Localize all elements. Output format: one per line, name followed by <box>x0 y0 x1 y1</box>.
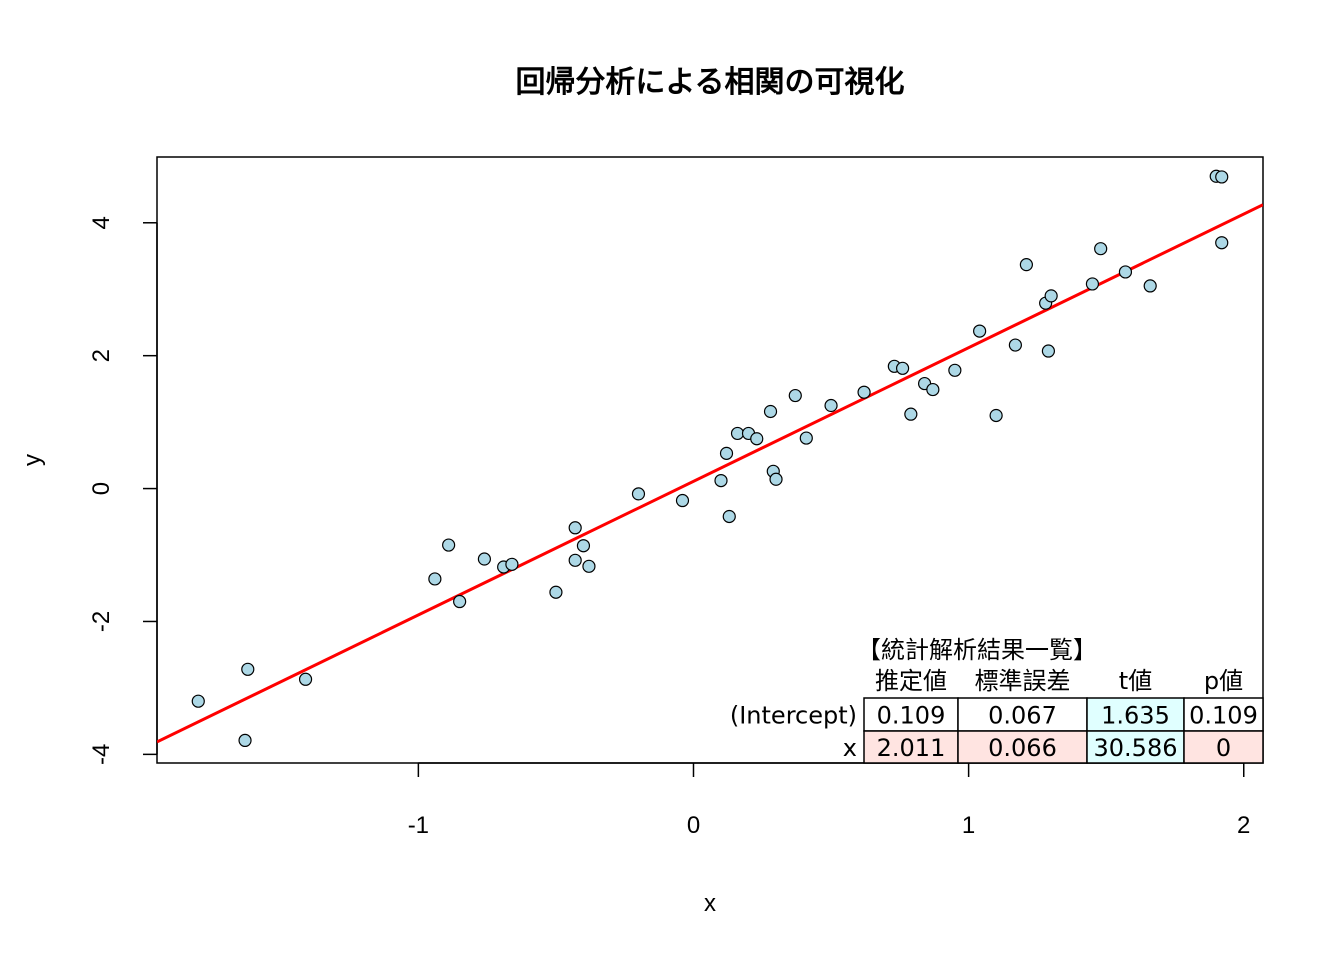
data-point <box>1094 242 1108 256</box>
data-point <box>1044 289 1058 303</box>
y-axis-label: y <box>19 454 46 466</box>
data-point <box>973 324 987 338</box>
data-point <box>788 388 802 403</box>
stats-table-value: 1.635 <box>1101 702 1170 730</box>
data-point <box>1215 170 1229 184</box>
y-axis: -4 -2 0 2 4 <box>88 216 158 765</box>
data-point <box>750 432 764 446</box>
data-point <box>568 521 582 535</box>
data-point <box>763 404 778 419</box>
x-tick-label: -1 <box>408 812 429 839</box>
stats-table-value: 2.011 <box>877 734 946 762</box>
stats-table-header: t値 <box>1119 667 1152 695</box>
y-tick-label: 0 <box>88 482 115 495</box>
data-point <box>926 382 940 397</box>
data-point <box>238 733 252 748</box>
data-point <box>298 672 313 686</box>
data-point <box>1118 265 1133 279</box>
stats-table-value: 0 <box>1216 734 1231 762</box>
data-point <box>568 553 582 567</box>
stats-table-value: 30.586 <box>1094 734 1178 762</box>
stats-table-header: p値 <box>1204 667 1243 695</box>
stats-table-cell <box>1183 730 1264 764</box>
data-point <box>505 557 519 571</box>
data-point <box>857 385 871 399</box>
data-point <box>576 539 591 553</box>
data-point <box>582 559 596 573</box>
x-tick-label: 0 <box>687 812 700 839</box>
stats-table-header: 標準誤差 <box>975 667 1071 695</box>
chart-title: 回帰分析による相関の可視化 <box>515 65 904 100</box>
stats-table: 【統計解析結果一覧】推定値 標準誤差 t値 p値 (Intercept) 0.109 0.0… <box>730 636 1264 764</box>
data-point <box>722 509 736 524</box>
regression-line <box>157 203 1263 744</box>
x-tick-label: 1 <box>962 812 975 839</box>
stats-table-cell <box>1086 730 1185 764</box>
data-point <box>477 552 491 566</box>
y-tick-label: -2 <box>88 611 115 632</box>
y-tick-label: -4 <box>88 744 115 765</box>
data-point <box>549 585 563 599</box>
data-point <box>769 472 783 486</box>
x-axis: -1 0 1 2 <box>408 762 1250 839</box>
data-point <box>799 431 813 445</box>
y-tick-label: 4 <box>88 216 115 229</box>
data-point <box>1041 344 1056 358</box>
stats-table-cell <box>863 730 959 764</box>
data-point <box>714 473 728 488</box>
data-point <box>1085 277 1100 291</box>
x-axis-label: x <box>704 890 716 917</box>
stats-table-value: 0.067 <box>988 702 1057 730</box>
data-point <box>631 487 646 501</box>
data-point <box>904 407 918 421</box>
data-point <box>895 361 910 375</box>
data-point <box>428 572 442 586</box>
data-point <box>824 398 838 413</box>
data-point <box>241 662 255 676</box>
data-point <box>675 493 690 508</box>
data-point <box>1143 279 1157 293</box>
stats-table-cell <box>957 730 1088 764</box>
data-point <box>1215 236 1229 250</box>
stats-table-cell <box>1086 697 1185 732</box>
x-tick-label: 2 <box>1237 812 1250 839</box>
data-point <box>1008 338 1022 352</box>
stats-table-value: 0.109 <box>877 702 946 730</box>
y-tick-label: 2 <box>88 349 115 362</box>
data-point <box>1019 258 1033 272</box>
stats-table-caption: 【統計解析結果一覧】 <box>857 636 1097 664</box>
data-point <box>989 408 1003 423</box>
data-point <box>191 694 205 708</box>
stats-table-value: 0.066 <box>988 734 1057 762</box>
stats-table-row-name: x <box>843 734 857 762</box>
stats-table-header: 推定値 <box>875 667 947 695</box>
data-point <box>948 363 962 377</box>
data-point <box>719 446 734 460</box>
stats-table-value: 0.109 <box>1189 702 1258 730</box>
data-point <box>453 594 467 609</box>
data-point <box>730 426 745 441</box>
data-point <box>442 538 456 552</box>
stats-table-row-name: (Intercept) <box>730 702 857 730</box>
stats-table-cell <box>1183 697 1264 732</box>
